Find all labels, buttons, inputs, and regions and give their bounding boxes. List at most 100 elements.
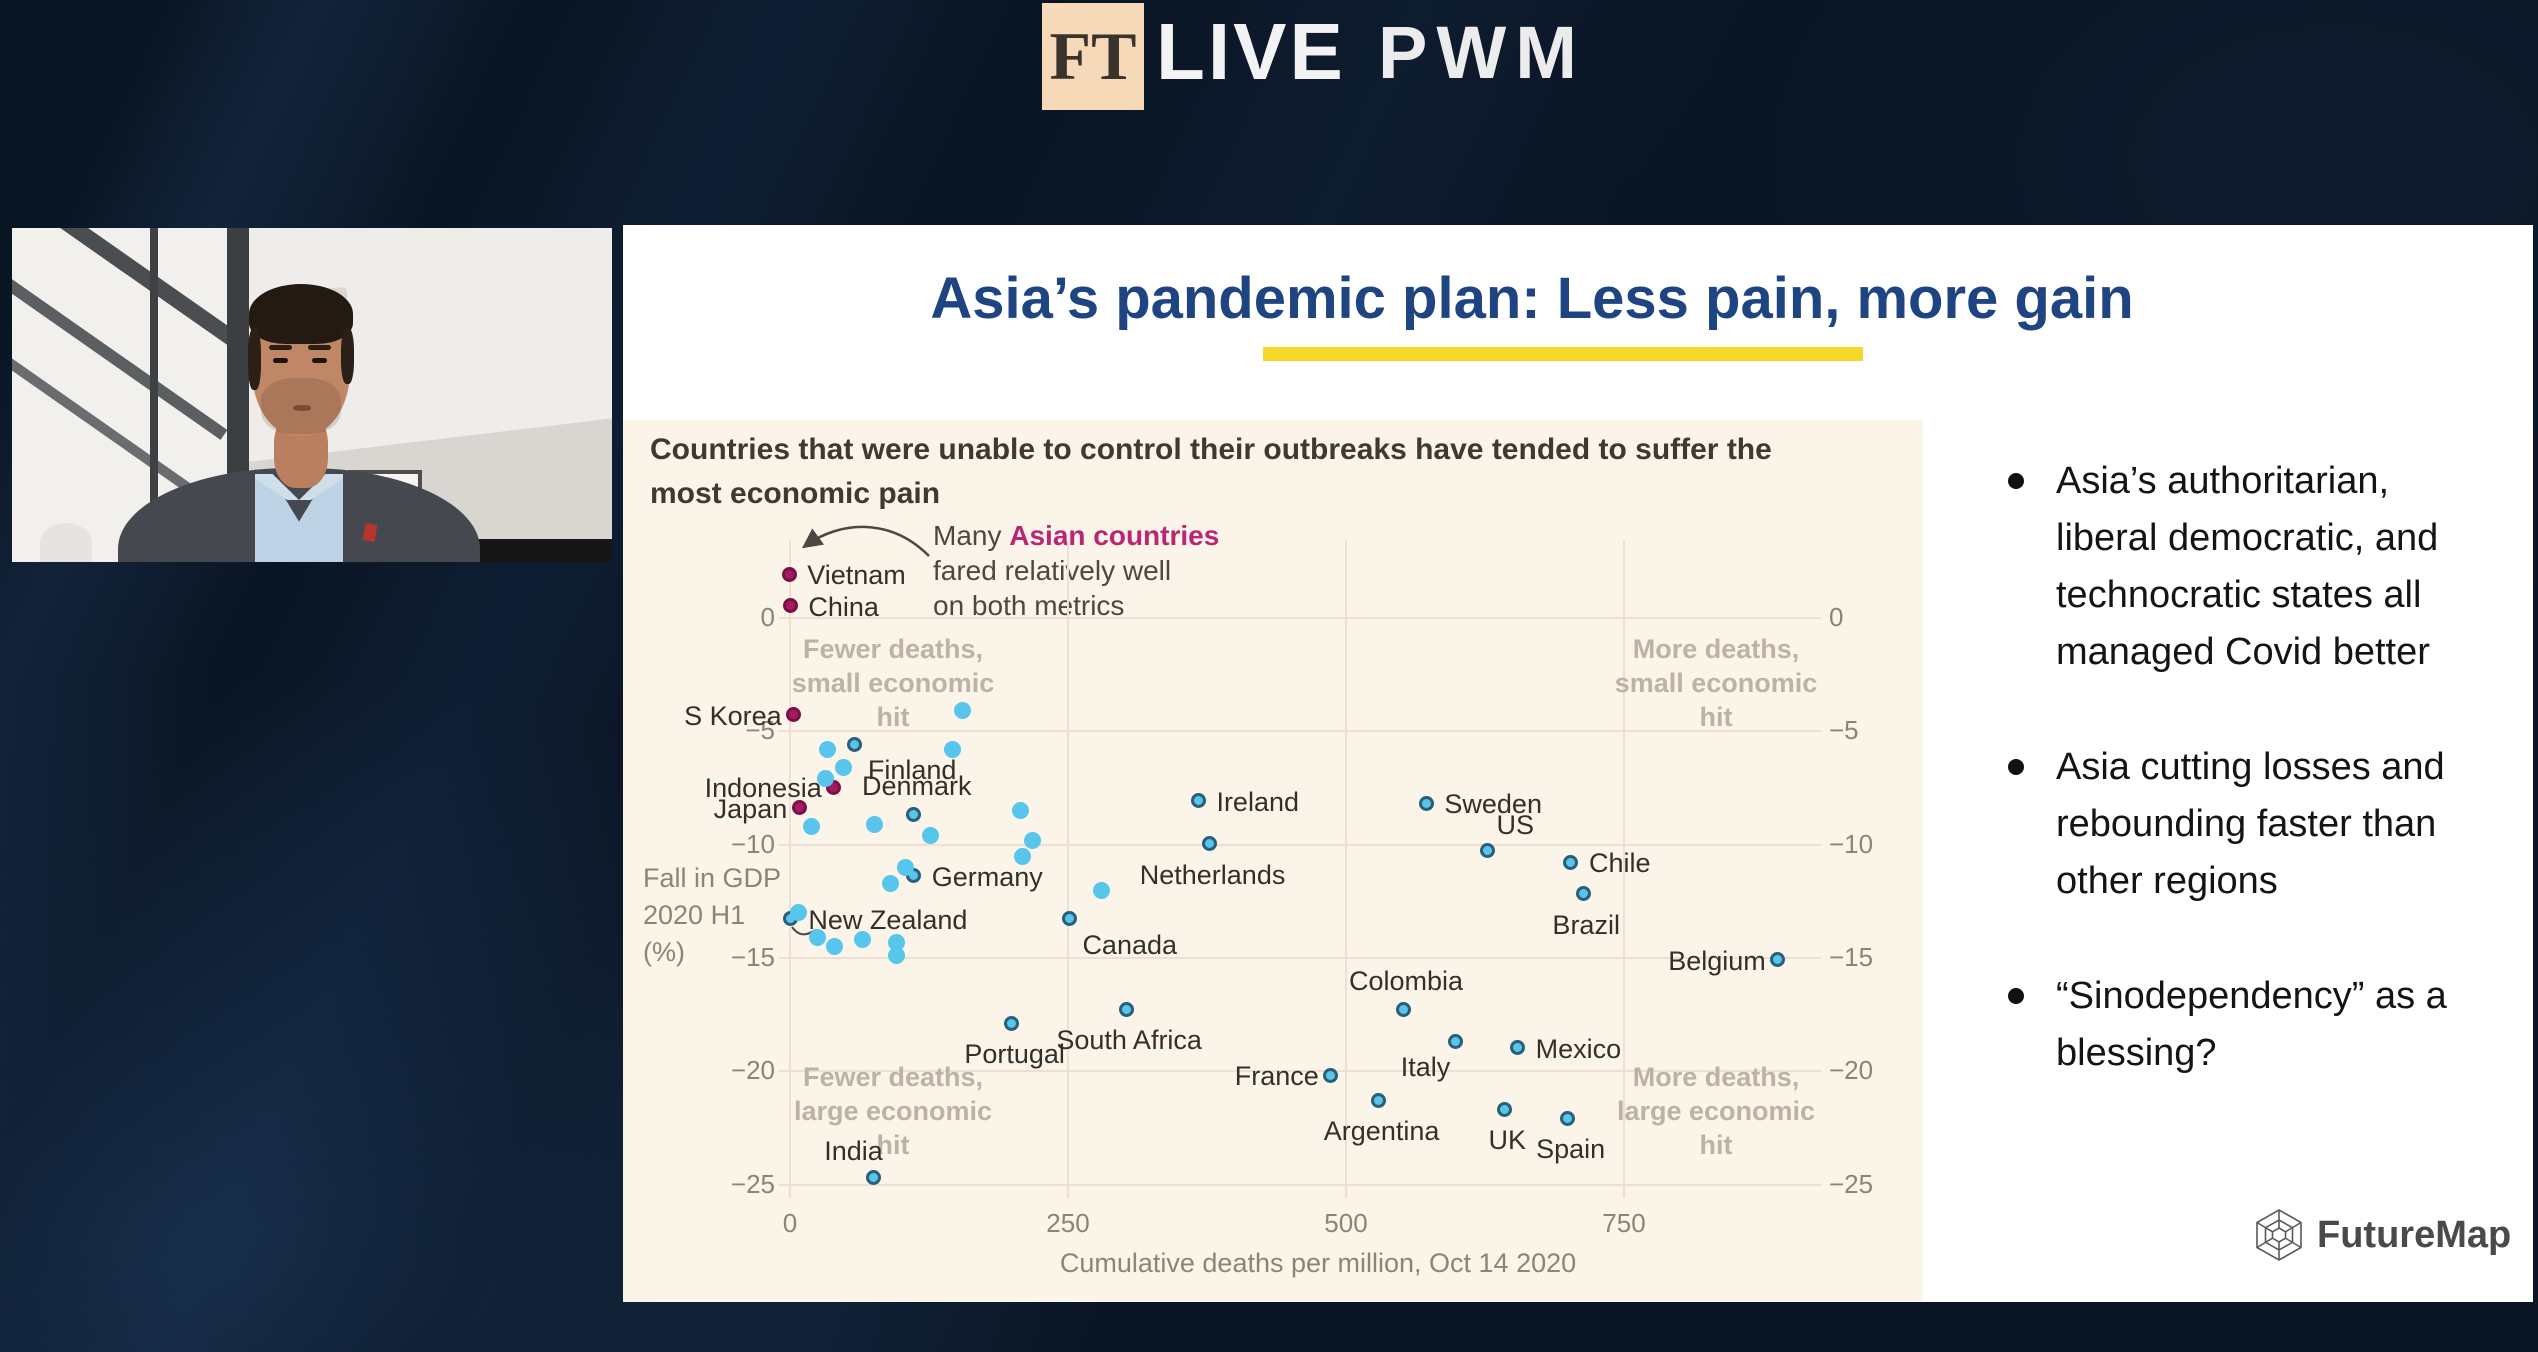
x-tick-500: 500 <box>1324 1208 1368 1238</box>
window <box>12 228 237 562</box>
point-Netherlands <box>1202 836 1218 852</box>
futuremap-label: FutureMap <box>2317 1213 2512 1256</box>
bullet-marker <box>2008 759 2024 775</box>
point-label-Sweden: Sweden <box>1444 789 1542 820</box>
point-Sweden <box>1418 795 1434 811</box>
point-Italy <box>1447 1033 1463 1049</box>
point-label-Portugal: Portugal <box>964 1039 1065 1070</box>
point-Belgium <box>1770 952 1786 968</box>
point-S Korea <box>786 707 802 723</box>
y-tick-left--15: −15 <box>730 942 775 973</box>
point-China <box>782 598 798 614</box>
presenter-eye <box>312 358 327 363</box>
chart-title: Countries that were unable to control th… <box>650 428 1772 516</box>
scatter-chart: Countries that were unable to control th… <box>623 420 1923 1302</box>
point-Denmark <box>906 806 922 822</box>
gridline-x-750 <box>1623 540 1625 1198</box>
quadrant-label-bottom-right: More deaths, large economic hit <box>1616 1062 1816 1160</box>
point-Mexico <box>1510 1040 1526 1056</box>
y-tick-right--20: −20 <box>1829 1055 1874 1086</box>
y-tick-left-0: 0 <box>760 602 775 632</box>
point-unlabeled <box>834 759 852 777</box>
point-unlabeled <box>1011 802 1029 820</box>
point-unlabeled <box>921 827 939 845</box>
point-unlabeled <box>809 929 827 947</box>
point-label-Argentina: Argentina <box>1323 1116 1440 1147</box>
point-India <box>866 1169 882 1185</box>
window-beam <box>12 252 228 440</box>
point-label-UK: UK <box>1488 1125 1526 1156</box>
point-label-Canada: Canada <box>1082 929 1178 960</box>
point-label-Chile: Chile <box>1588 848 1651 879</box>
presenter-hair <box>248 328 261 390</box>
point-label-US: US <box>1496 809 1535 840</box>
point-unlabeled <box>943 740 961 758</box>
fan <box>40 523 92 562</box>
y-axis-title: Fall in GDP 2020 H1 (%) <box>643 863 782 967</box>
bullet-text: Asia cutting losses and rebounding faster… <box>2056 746 2445 902</box>
bullet-marker <box>2008 988 2024 1004</box>
gridline-y--25 <box>779 1183 1821 1186</box>
point-label-Ireland: Ireland <box>1216 786 1299 817</box>
point-label-China: China <box>808 591 879 622</box>
point-unlabeled <box>1013 847 1031 865</box>
y-tick-right--10: −10 <box>1829 828 1874 859</box>
point-unlabeled <box>888 947 906 965</box>
x-tick-0: 0 <box>782 1208 798 1238</box>
y-tick-left--5: −5 <box>745 715 775 746</box>
y-tick-right-0: 0 <box>1829 602 1844 632</box>
point-Japan <box>791 800 807 816</box>
point-Portugal <box>1004 1015 1020 1031</box>
y-tick-left--20: −20 <box>730 1055 775 1086</box>
point-unlabeled <box>790 904 808 922</box>
quadrant-label-bottom-left: Fewer deaths, large economic hit <box>793 1062 993 1160</box>
slide-title: Asia’s pandemic plan: Less pain, more ga… <box>930 266 2134 331</box>
point-South Africa <box>1118 1001 1134 1017</box>
gridline-x-500 <box>1345 540 1347 1198</box>
y-tick-left--25: −25 <box>730 1168 775 1199</box>
tv-screen <box>455 539 612 562</box>
point-label-Spain: Spain <box>1536 1134 1606 1165</box>
quadrant-label-top-left: Fewer deaths, small economic hit <box>791 634 995 732</box>
y-tick-left--10: −10 <box>730 828 775 859</box>
gridline-y-0 <box>779 617 1821 619</box>
ft-logo-text: FT <box>1049 18 1137 94</box>
presenter-mouth <box>293 405 311 411</box>
window-beam <box>12 228 237 354</box>
point-label-Italy: Italy <box>1400 1052 1451 1083</box>
point-unlabeled <box>881 874 899 892</box>
point-label-France: France <box>1234 1061 1319 1092</box>
point-Brazil <box>1575 886 1591 902</box>
point-label-India: India <box>824 1136 883 1167</box>
point-label-S Korea: S Korea <box>684 700 782 731</box>
point-unlabeled <box>1092 881 1110 899</box>
y-tick-right--15: −15 <box>1829 942 1874 973</box>
point-US <box>1480 843 1496 859</box>
plot-area: Fall in GDP 2020 H1 (%) Cumulative death… <box>623 420 1923 1302</box>
point-label-Mexico: Mexico <box>1535 1033 1622 1064</box>
futuremap-icon <box>2256 1209 2302 1261</box>
point-unlabeled <box>817 770 835 788</box>
title-underline <box>1263 347 1863 361</box>
point-label-Colombia: Colombia <box>1349 966 1464 997</box>
presenter-eye <box>273 358 288 363</box>
x-tick-250: 250 <box>1046 1208 1090 1238</box>
point-Ireland <box>1190 793 1206 809</box>
futuremap-logo: FutureMap <box>2251 1207 2511 1263</box>
chart-title-line: Countries that were unable to control th… <box>650 433 1772 466</box>
y-tick-right--5: −5 <box>1829 715 1859 746</box>
point-unlabeled <box>866 815 883 833</box>
presenter-eyebrow <box>308 345 331 350</box>
x-tick-750: 750 <box>1602 1208 1646 1238</box>
point-label-Vietnam: Vietnam <box>807 560 906 591</box>
point-unlabeled <box>825 938 843 956</box>
point-unlabeled <box>953 702 971 720</box>
bullet-list: Asia’s authoritarian, liberal democratic,… <box>1980 225 2538 1302</box>
gridline-x-250 <box>1067 540 1069 1198</box>
point-unlabeled <box>819 740 837 758</box>
point-label-South Africa: South Africa <box>1056 1025 1202 1056</box>
point-Colombia <box>1395 1001 1411 1017</box>
point-unlabeled <box>853 931 871 949</box>
y-tick-right--25: −25 <box>1829 1168 1874 1199</box>
